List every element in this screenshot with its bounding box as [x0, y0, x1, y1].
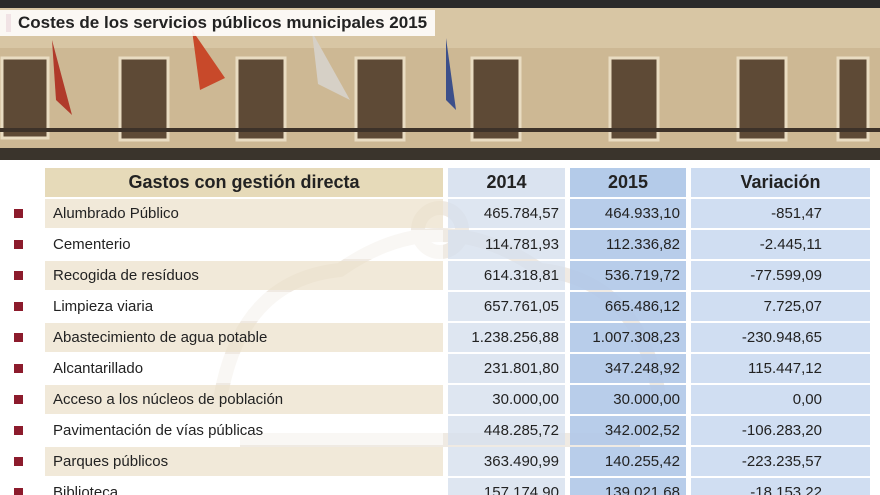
cell-value: 115.447,12	[691, 354, 870, 383]
cell-value: 1.007.308,23	[570, 323, 686, 352]
cell-value: -2.445,11	[691, 230, 870, 259]
cell-value: 657.761,05	[448, 292, 565, 321]
cell-value: 112.336,82	[570, 230, 686, 259]
cell-value: -230.948,65	[691, 323, 870, 352]
cell-value: 0,00	[691, 385, 870, 414]
cell-value: 342.002,52	[570, 416, 686, 445]
cell-value: 448.285,72	[448, 416, 565, 445]
row-bullet	[14, 333, 23, 342]
row-bullet	[14, 395, 23, 404]
row-bullet	[14, 488, 23, 495]
row-label: Cementerio	[45, 230, 443, 259]
cell-value: -223.235,57	[691, 447, 870, 476]
row-bullet	[14, 426, 23, 435]
cell-value: 7.725,07	[691, 292, 870, 321]
row-bullet	[14, 271, 23, 280]
row-label: Alumbrado Público	[45, 199, 443, 228]
column-header: Gastos con gestión directa	[45, 168, 443, 197]
cell-value: 464.933,10	[570, 199, 686, 228]
cell-value: -106.283,20	[691, 416, 870, 445]
row-bullet	[14, 240, 23, 249]
cell-value: 157.174,90	[448, 478, 565, 495]
row-label: Alcantarillado	[45, 354, 443, 383]
cell-value: 140.255,42	[570, 447, 686, 476]
cell-value: 30.000,00	[448, 385, 565, 414]
row-label: Abastecimiento de agua potable	[45, 323, 443, 352]
cell-value: 465.784,57	[448, 199, 565, 228]
row-label: Pavimentación de vías públicas	[45, 416, 443, 445]
cell-value: 30.000,00	[570, 385, 686, 414]
cell-value: -18.153,22	[691, 478, 870, 495]
row-bullet	[14, 364, 23, 373]
row-bullet	[14, 457, 23, 466]
cell-value: 363.490,99	[448, 447, 565, 476]
row-label: Limpieza viaria	[45, 292, 443, 321]
banner-photo	[0, 0, 880, 160]
row-label: Parques públicos	[45, 447, 443, 476]
column-header: Variación	[691, 168, 870, 197]
column-header: 2014	[448, 168, 565, 197]
cell-value: 614.318,81	[448, 261, 565, 290]
row-bullet	[14, 302, 23, 311]
cell-value: 347.248,92	[570, 354, 686, 383]
cell-value: -77.599,09	[691, 261, 870, 290]
row-label: Recogida de resíduos	[45, 261, 443, 290]
cell-value: 139.021,68	[570, 478, 686, 495]
row-bullet	[14, 209, 23, 218]
cell-value: -851,47	[691, 199, 870, 228]
cell-value: 1.238.256,88	[448, 323, 565, 352]
cell-value: 536.719,72	[570, 261, 686, 290]
title: Costes de los servicios públicos municip…	[0, 10, 436, 36]
row-label: Biblioteca	[45, 478, 443, 495]
column-header: 2015	[570, 168, 686, 197]
cell-value: 231.801,80	[448, 354, 565, 383]
row-label: Acceso a los núcleos de población	[45, 385, 443, 414]
cell-value: 665.486,12	[570, 292, 686, 321]
cell-value: 114.781,93	[448, 230, 565, 259]
